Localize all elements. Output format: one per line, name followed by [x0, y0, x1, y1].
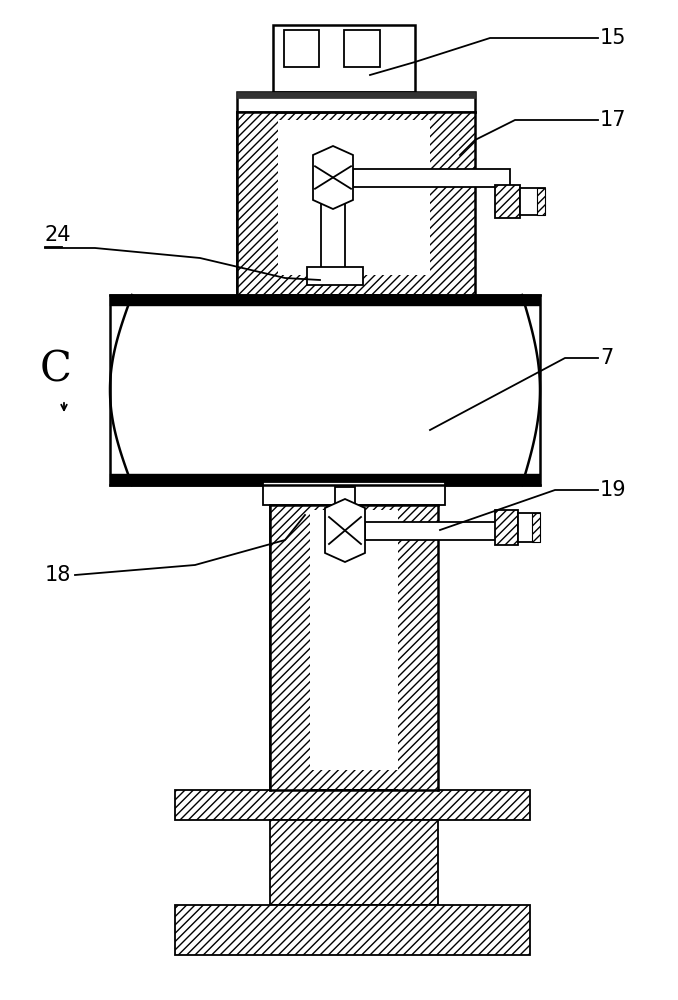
Text: 18: 18 [45, 565, 71, 585]
Bar [520, 188, 545, 215]
Bar [237, 92, 475, 112]
Text: 24: 24 [45, 225, 71, 245]
Bar [532, 513, 540, 542]
Bar [495, 510, 518, 545]
Bar [237, 92, 475, 98]
Bar [353, 168, 510, 186]
Bar [518, 513, 540, 542]
Bar [275, 510, 428, 770]
Text: 19: 19 [600, 480, 626, 500]
Bar [263, 482, 445, 505]
Text: 15: 15 [600, 28, 626, 48]
Bar [321, 200, 345, 272]
Text: 7: 7 [600, 348, 613, 368]
Bar [270, 505, 438, 790]
Bar [237, 112, 475, 295]
Bar [110, 295, 540, 306]
Polygon shape [313, 146, 353, 209]
Bar [307, 267, 363, 285]
Bar [278, 120, 470, 275]
Bar [344, 30, 380, 67]
Bar [270, 820, 438, 905]
Bar [270, 505, 310, 790]
Bar [237, 112, 275, 295]
Bar [430, 112, 475, 295]
Bar [335, 487, 355, 508]
Bar [273, 25, 415, 92]
Polygon shape [325, 499, 365, 562]
Bar [110, 295, 540, 485]
Bar [537, 188, 545, 215]
Bar [175, 790, 530, 820]
Bar [398, 505, 438, 790]
Text: C: C [40, 349, 72, 391]
Bar [175, 905, 530, 955]
Text: 17: 17 [600, 110, 626, 130]
Bar [110, 474, 540, 485]
Bar [283, 30, 319, 67]
Bar [365, 522, 510, 540]
Bar [495, 185, 520, 218]
